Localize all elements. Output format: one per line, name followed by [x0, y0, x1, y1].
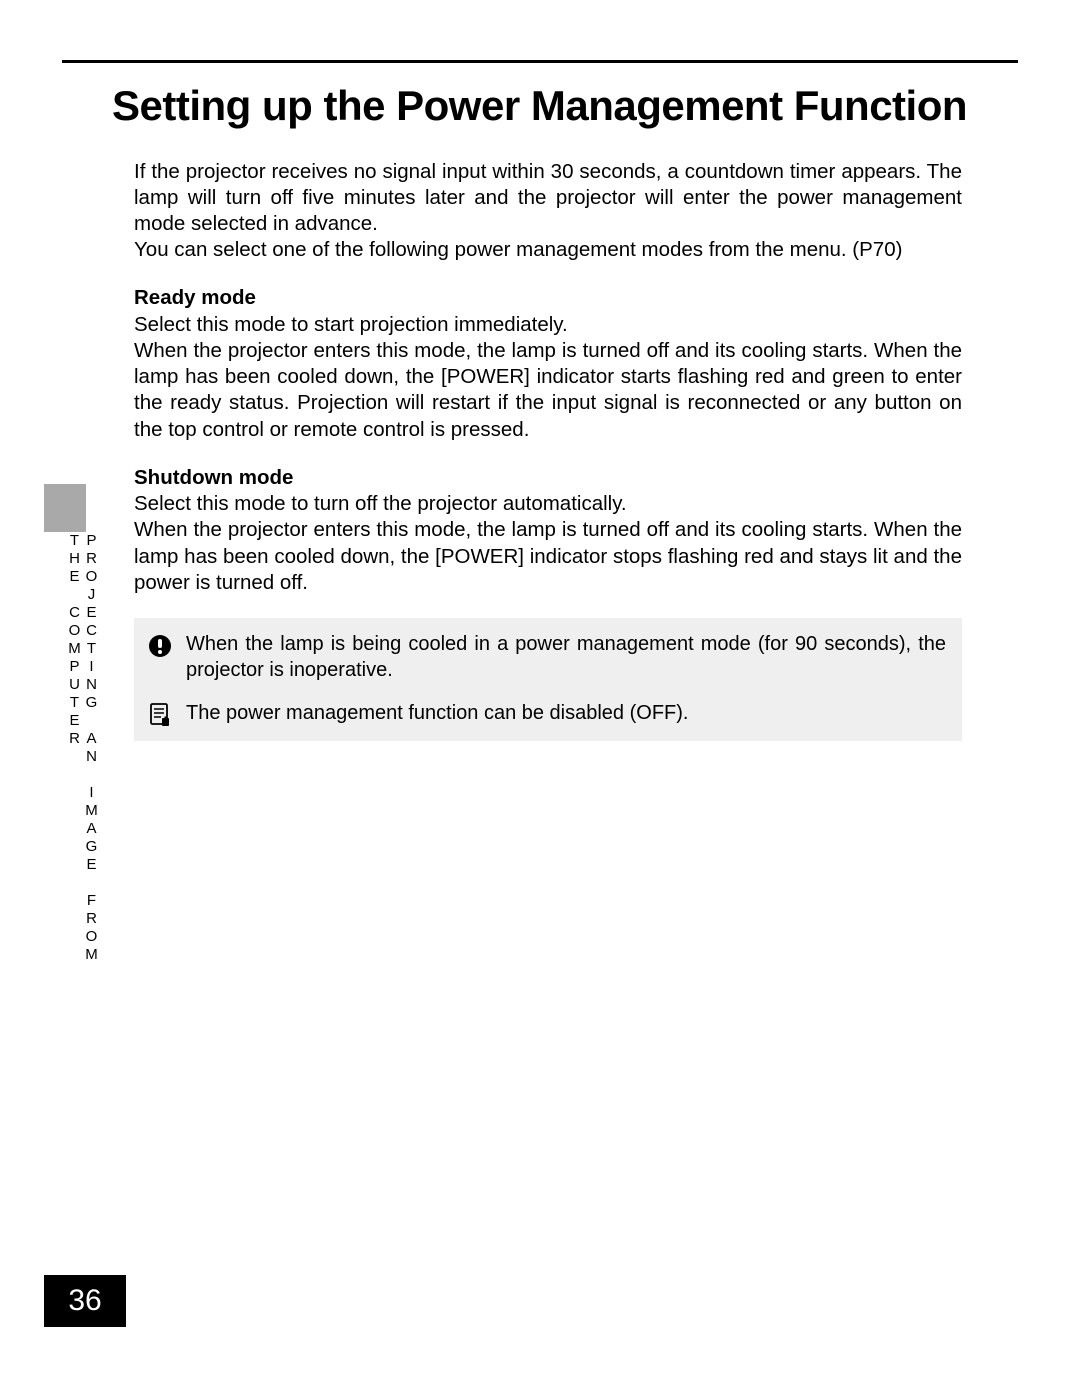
note-caution-row: When the lamp is being cooled in a power… — [146, 632, 946, 683]
ready-mode-p2: When the projector enters this mode, the… — [134, 338, 962, 443]
top-rule — [62, 60, 1018, 63]
shutdown-mode-p2: When the projector enters this mode, the… — [134, 517, 962, 596]
note-icon — [146, 701, 174, 727]
ready-mode-heading: Ready mode — [134, 285, 962, 311]
page-number: 36 — [44, 1275, 126, 1327]
note-info-text: The power management function can be dis… — [186, 701, 946, 727]
shutdown-mode-heading: Shutdown mode — [134, 465, 962, 491]
page-title: Setting up the Power Management Function — [112, 81, 1018, 131]
note-info-row: The power management function can be dis… — [146, 701, 946, 727]
page-content: Setting up the Power Management Function… — [62, 60, 1018, 741]
caution-icon — [146, 632, 174, 658]
section-side-label: PROJECTING AN IMAGE FROM THE COMPUTER — [72, 532, 94, 972]
note-box: When the lamp is being cooled in a power… — [134, 618, 962, 741]
intro-paragraph-2: You can select one of the following powe… — [134, 237, 962, 263]
intro-paragraph-1: If the projector receives no signal inpu… — [134, 159, 962, 238]
side-tab — [44, 484, 86, 532]
body-area: If the projector receives no signal inpu… — [134, 159, 962, 742]
shutdown-mode-p1: Select this mode to turn off the project… — [134, 491, 962, 517]
note-caution-text: When the lamp is being cooled in a power… — [186, 632, 946, 683]
ready-mode-p1: Select this mode to start projection imm… — [134, 312, 962, 338]
